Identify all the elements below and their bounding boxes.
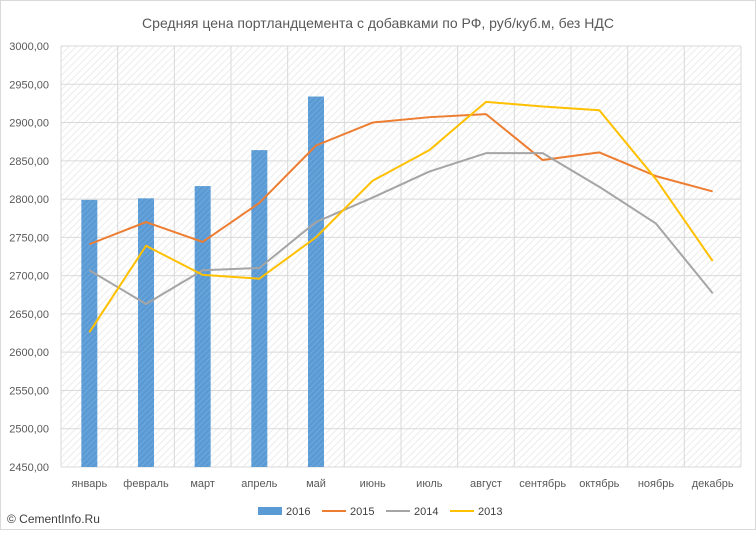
x-tick-label: июнь <box>360 478 386 490</box>
y-tick-label: 2500,00 <box>9 424 49 436</box>
legend: 2016 2015 2014 2013 <box>258 506 502 518</box>
x-tick-label: май <box>306 478 326 490</box>
y-tick-label: 2950,00 <box>9 79 49 91</box>
line-2013 <box>88 100 714 333</box>
x-tick-label: октябрь <box>579 478 619 490</box>
legend-label-2015: 2015 <box>350 506 374 518</box>
y-tick-label: 2450,00 <box>9 462 49 474</box>
gridlines <box>60 45 742 468</box>
y-tick-label: 2900,00 <box>9 118 49 130</box>
y-tick-label: 2850,00 <box>9 156 49 168</box>
y-tick-label: 3000,00 <box>9 41 49 53</box>
y-tick-label: 2650,00 <box>9 309 49 321</box>
watermark: © CementInfo.Ru <box>7 512 100 526</box>
x-tick-label: март <box>190 478 215 490</box>
y-tick-label: 2800,00 <box>9 194 49 206</box>
chart-title: Средняя цена портландцемента с добавками… <box>142 15 614 31</box>
x-tick-label: август <box>470 478 502 490</box>
x-tick-label: февраль <box>123 478 169 490</box>
x-tick-label: декабрь <box>692 478 734 490</box>
y-tick-label: 2700,00 <box>9 271 49 283</box>
line-2015 <box>88 113 713 246</box>
x-tick-label: ноябрь <box>638 478 675 490</box>
y-tick-label: 2750,00 <box>9 232 49 244</box>
y-tick-label: 2550,00 <box>9 385 49 397</box>
y-axis: 2450,00 2500,00 2550,00 2600,00 2650,00 2700,… <box>9 41 49 474</box>
x-axis: январь февраль март апрель май июнь июль август… <box>71 478 733 490</box>
bar-2016 <box>194 186 211 467</box>
line-series <box>88 100 714 333</box>
legend-label-2014: 2014 <box>414 506 438 518</box>
x-tick-label: сентябрь <box>519 478 566 490</box>
bar-2016 <box>81 199 98 467</box>
bar-series-2016 <box>81 96 324 468</box>
x-tick-label: январь <box>71 478 107 490</box>
bar-2016 <box>251 150 268 468</box>
x-tick-label: июль <box>416 478 443 490</box>
legend-swatch-2016 <box>258 507 282 515</box>
legend-label-2016: 2016 <box>286 506 310 518</box>
bar-2016 <box>308 96 324 468</box>
x-tick-label: апрель <box>241 478 277 490</box>
line-2014 <box>88 152 714 305</box>
y-tick-label: 2600,00 <box>9 347 49 359</box>
bar-2016 <box>138 198 154 468</box>
legend-label-2013: 2013 <box>478 506 502 518</box>
